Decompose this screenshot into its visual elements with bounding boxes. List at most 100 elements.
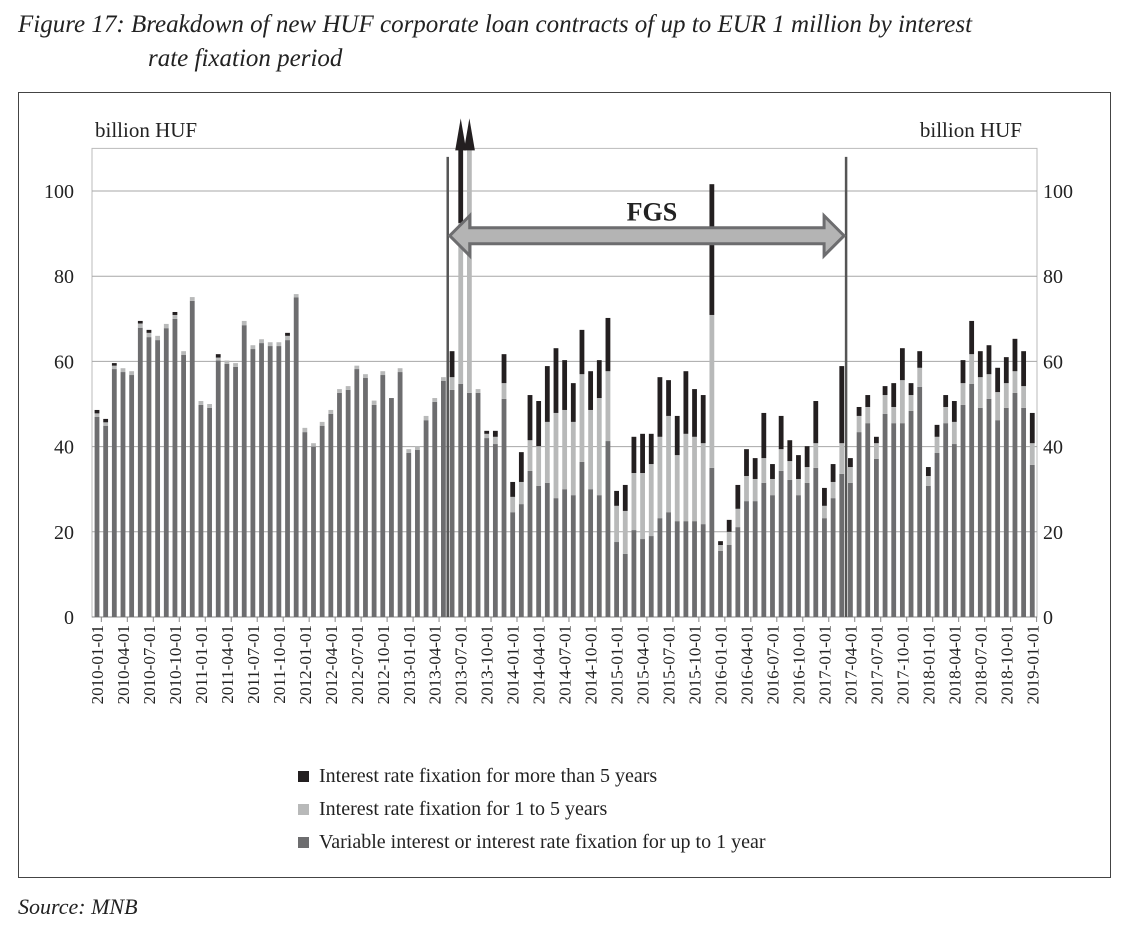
bar-segment-variable	[1003, 407, 1009, 617]
bar-segment-long	[449, 351, 455, 378]
x-tick-label: 2010-07-01	[140, 625, 159, 704]
bar-segment-variable	[969, 383, 975, 617]
bar-segment-long	[787, 440, 793, 462]
legend-swatch	[298, 771, 309, 782]
bar-segment-long	[518, 452, 524, 482]
bar-segment-variable	[285, 340, 290, 617]
bar-segment-variable	[527, 470, 533, 617]
bar-segment-mid	[977, 377, 983, 408]
y-axis-label-left: billion HUF	[95, 118, 197, 142]
bar-segment-mid	[882, 395, 888, 414]
bar-segment-variable	[163, 328, 169, 617]
bar-segment-long	[666, 380, 671, 416]
bar-segment-mid	[588, 409, 594, 490]
y-tick-label-left: 60	[54, 351, 74, 373]
bar-segment-mid	[692, 436, 697, 522]
bar-segment-long	[103, 418, 109, 423]
legend: Interest rate fixation for more than 5 y…	[298, 760, 766, 859]
x-tick-label: 2017-10-01	[893, 625, 912, 704]
bar-segment-long	[718, 541, 723, 546]
x-tick-label: 2011-01-01	[192, 625, 211, 704]
bar-segment-variable	[518, 504, 524, 617]
bar-segment-mid	[752, 478, 758, 502]
bar-segment-mid	[146, 332, 152, 338]
bar-segment-mid	[657, 436, 663, 519]
x-tick-label: 2013-04-01	[426, 625, 445, 704]
x-tick-label: 2016-01-01	[712, 625, 731, 704]
title-line-1: Figure 17: Breakdown of new HUF corporat…	[18, 11, 973, 38]
legend-item-variable: Variable interest or interest rate fixat…	[298, 826, 766, 859]
y-tick-label-right: 0	[1043, 607, 1053, 629]
bar-segment-mid	[648, 464, 654, 537]
bar-segment-long	[579, 329, 585, 375]
bar-segment-long	[1003, 357, 1009, 384]
bar-segment-mid	[94, 413, 100, 417]
bar-segment-variable	[657, 518, 663, 617]
overflow-arrow-icon	[463, 118, 475, 151]
bar-segment-mid	[172, 314, 178, 319]
bar-segment-mid	[899, 380, 905, 424]
bar-segment-variable	[432, 401, 438, 617]
bar-segment-variable	[787, 479, 793, 617]
bar-segment-variable	[241, 325, 247, 617]
bar-segment-variable	[363, 378, 368, 617]
bar-segment-long	[874, 436, 879, 444]
bar-segment-mid	[259, 339, 264, 344]
bar-segment-variable	[605, 441, 611, 617]
bar-segment-long	[458, 148, 464, 223]
bar-segment-mid	[622, 510, 628, 554]
bar-segment-variable	[700, 524, 706, 617]
bar-segment-long	[865, 395, 871, 407]
bar-segment-variable	[778, 470, 784, 617]
bar-segment-long	[830, 464, 836, 482]
bar-segment-long	[692, 389, 697, 437]
bar-segment-mid	[579, 374, 585, 462]
x-tick-label: 2015-07-01	[660, 625, 679, 704]
bar-segment-mid	[406, 449, 412, 453]
x-tick-label: 2010-10-01	[166, 625, 185, 704]
bar-segment-variable	[813, 467, 819, 617]
x-tick-label: 2018-10-01	[997, 625, 1016, 704]
bar-segment-long	[709, 184, 715, 315]
bar-segment-long	[917, 351, 923, 368]
x-tick-label: 2017-04-01	[841, 625, 860, 704]
y-tick-label-right: 60	[1043, 351, 1063, 373]
x-tick-label: 2015-10-01	[686, 625, 705, 704]
x-axis-labels: 2010-01-01 2010-04-01 2010-07-01 2010-10-01…	[88, 617, 1042, 704]
bar-segment-variable	[449, 389, 455, 617]
bar-segment-long	[960, 360, 966, 384]
bar-segment-mid	[839, 443, 845, 474]
bar-segment-mid	[267, 342, 273, 347]
bar-segment-mid	[796, 478, 801, 496]
bar-segment-long	[908, 383, 914, 396]
bar-segment-mid	[683, 433, 689, 522]
x-tick-label: 2014-04-01	[530, 625, 549, 704]
bar-segment-mid	[787, 461, 793, 480]
title-line-2: rate fixation period	[148, 45, 343, 72]
bar-segment-mid	[111, 365, 117, 370]
bar-segment-mid	[189, 297, 195, 301]
bar-segment-mid	[518, 481, 524, 505]
bar-segment-long	[172, 311, 178, 315]
bar-segment-variable	[995, 420, 1001, 617]
bar-segment-variable	[674, 521, 680, 617]
bar-segment-variable	[874, 458, 879, 617]
bar-segment-mid	[848, 467, 853, 483]
bar-segment-variable	[389, 398, 394, 617]
x-tick-label: 2013-01-01	[400, 625, 419, 704]
bar-segment-long	[111, 363, 117, 366]
bar-segment-variable	[544, 482, 550, 617]
bar-segment-variable	[770, 495, 775, 617]
bar-segment-variable	[882, 413, 888, 617]
x-tick-label: 2018-07-01	[971, 625, 990, 704]
bar-segment-long	[683, 371, 689, 434]
bar-segment-mid	[631, 473, 637, 531]
bar-segment-mid	[813, 443, 819, 468]
bar-segment-mid	[302, 427, 308, 433]
bar-segment-variable	[492, 444, 498, 617]
bar-segment-variable	[215, 360, 221, 617]
bar-segment-variable	[120, 372, 126, 617]
bar-segment-mid	[804, 467, 810, 483]
bar-segment-mid	[492, 436, 498, 445]
bar-segment-variable	[397, 372, 403, 617]
